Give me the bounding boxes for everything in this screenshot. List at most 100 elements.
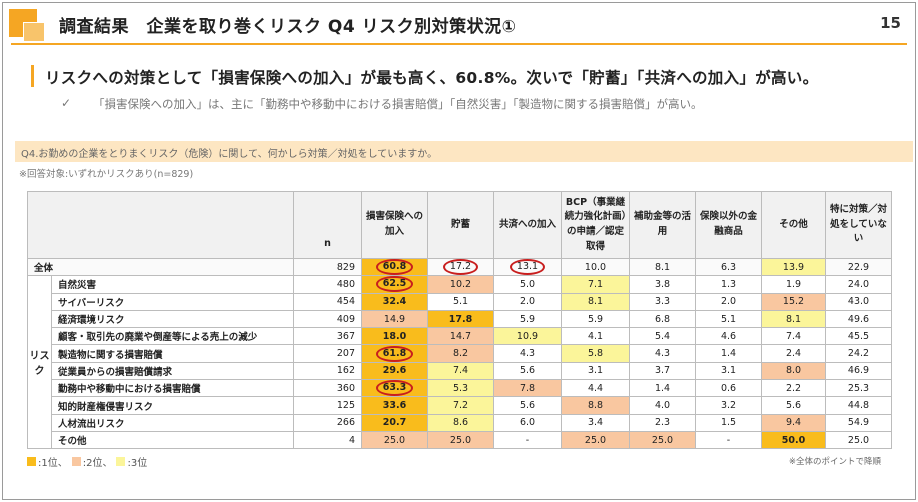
column-header: 共済への加入 (493, 191, 562, 259)
circled-value: 17.2 (442, 259, 479, 276)
cell-value: - (726, 434, 731, 446)
value-cell: 54.9 (825, 413, 892, 432)
cell-value: 5.6 (519, 400, 536, 412)
value-cell: 0.6 (695, 379, 762, 398)
slide-title: 調査結果 企業を取り巻くリスク Q4 リスク別対策状況① (59, 17, 517, 37)
value-cell: 7.4 (427, 361, 494, 381)
value-cell: - (695, 430, 762, 450)
cell-value: 29.6 (382, 365, 407, 377)
cell-value: 6.0 (519, 417, 536, 429)
cell-value: 3.4 (587, 417, 604, 429)
table-row: 経済環境リスク 409 14.9 17.8 5.9 5.9 6.8 5.1 8.1 49.6 (28, 309, 892, 329)
value-cell: 25.0 (427, 430, 494, 450)
value-cell: 29.6 (361, 361, 428, 381)
cell-value: 3.1 (720, 365, 737, 377)
question-text: Q4.お勤めの企業をとりまくリスク（危険）に関して、何かしら対策／対処をしていま… (21, 149, 438, 160)
cell-value: 14.7 (449, 330, 472, 342)
value-cell: 10.2 (427, 275, 494, 294)
value-cell: 10.0 (561, 257, 630, 277)
sort-footnote: ※全体のポイントで降順 (788, 457, 881, 467)
cell-value: 25.0 (651, 434, 674, 446)
cell-value: 25.0 (383, 434, 406, 446)
value-cell: 9.4 (761, 413, 826, 432)
value-cell: 8.6 (427, 413, 494, 432)
value-cell: 2.0 (493, 292, 562, 311)
column-header: その他 (761, 191, 826, 259)
cell-value: 5.6 (519, 365, 536, 377)
cell-value: 7.4 (452, 365, 469, 377)
value-cell: 5.6 (493, 361, 562, 381)
table-row: その他 4 25.0 25.0 - 25.0 25.0 - 50.0 25.0 (28, 430, 892, 450)
rank-legend: :1位、 :2位、 :3位 (27, 454, 151, 469)
question-band (15, 141, 913, 162)
n-cell: 125 (293, 396, 362, 415)
cell-value: 1.3 (720, 278, 737, 290)
value-cell: 3.8 (629, 275, 696, 294)
circled-value: 61.8 (375, 345, 414, 362)
logo-square-accent-icon (23, 22, 45, 42)
cell-value: 0.6 (720, 382, 737, 394)
cell-value: 3.8 (654, 278, 671, 290)
cell-value: 33.6 (382, 400, 407, 412)
cell-value: 4.1 (587, 330, 604, 342)
cell-value: 14.9 (383, 313, 406, 325)
cell-value: 32.4 (382, 296, 407, 308)
cell-value: 7.2 (452, 400, 469, 412)
cell-value: 3.3 (654, 296, 671, 308)
cell-value: 25.0 (449, 434, 472, 446)
cell-value: 22.9 (847, 261, 870, 273)
value-cell: 2.2 (761, 379, 826, 398)
cell-value: 46.9 (847, 365, 870, 377)
value-cell: 6.0 (493, 413, 562, 432)
cell-value: 1.9 (785, 278, 802, 290)
n-cell: 4 (293, 430, 362, 450)
cell-value: 5.9 (519, 313, 536, 325)
value-cell: 3.7 (629, 361, 696, 381)
value-cell: 3.1 (561, 361, 630, 381)
value-cell: 3.4 (561, 413, 630, 432)
n-cell: 360 (293, 379, 362, 398)
results-table: n 損害保険への加入 貯蓄 共済への加入 BCP（事業継続力強化計画）の申請／認… (27, 191, 892, 450)
risk-group-label: リスク (27, 275, 52, 450)
n-cell: 367 (293, 327, 362, 346)
value-cell: 1.4 (629, 379, 696, 398)
cell-value: 9.4 (785, 417, 802, 429)
value-cell: 2.4 (761, 344, 826, 363)
cell-value: 8.1 (654, 261, 671, 273)
cell-value: 1.4 (654, 382, 671, 394)
table-row: サイバーリスク 454 32.4 5.1 2.0 8.1 3.3 2.0 15.2 43.0 (28, 292, 892, 311)
value-cell: 13.9 (761, 257, 826, 277)
value-cell: 5.1 (695, 309, 762, 329)
value-cell: 7.8 (493, 379, 562, 398)
legend-item-rank1: :1位、 (27, 454, 68, 469)
cell-value: 4.4 (587, 382, 604, 394)
table-row: リスク 自然災害 480 62.5 10.2 5.0 7.1 3.8 1.3 1.9 24.0 (27, 275, 892, 450)
cell-value: 15.2 (782, 296, 805, 308)
value-cell: 60.8 (361, 257, 428, 277)
value-cell: 1.5 (695, 413, 762, 432)
value-cell: 5.0 (493, 275, 562, 294)
cell-value: 17.8 (448, 313, 473, 325)
value-cell: 25.0 (361, 430, 428, 450)
value-cell: 8.1 (629, 257, 696, 277)
n-cell: 409 (293, 309, 362, 329)
cell-value: 5.3 (452, 382, 469, 394)
value-cell: 43.0 (825, 292, 892, 311)
value-cell: 24.2 (825, 344, 892, 363)
legend-item-rank2: :2位、 (71, 454, 112, 469)
value-cell: 8.8 (561, 396, 630, 415)
cell-value: 10.2 (449, 278, 472, 290)
table-row-total: 全体 829 60.8 17.2 13.1 10.0 8.1 6.3 13.9 22.9 (27, 257, 892, 277)
cell-value: 7.8 (519, 382, 536, 394)
value-cell: - (493, 430, 562, 450)
cell-value: 1.4 (720, 348, 737, 360)
value-cell: 14.7 (427, 327, 494, 346)
cell-value: 5.0 (519, 278, 536, 290)
cell-value: 8.8 (587, 400, 604, 412)
value-cell: 5.6 (493, 396, 562, 415)
page-number: 15 (880, 14, 901, 32)
n-cell: 162 (293, 361, 362, 381)
circled-value: 60.8 (375, 259, 414, 276)
row-label: 製造物に関する損害賠償 (51, 344, 294, 363)
cell-value: 5.4 (654, 330, 671, 342)
